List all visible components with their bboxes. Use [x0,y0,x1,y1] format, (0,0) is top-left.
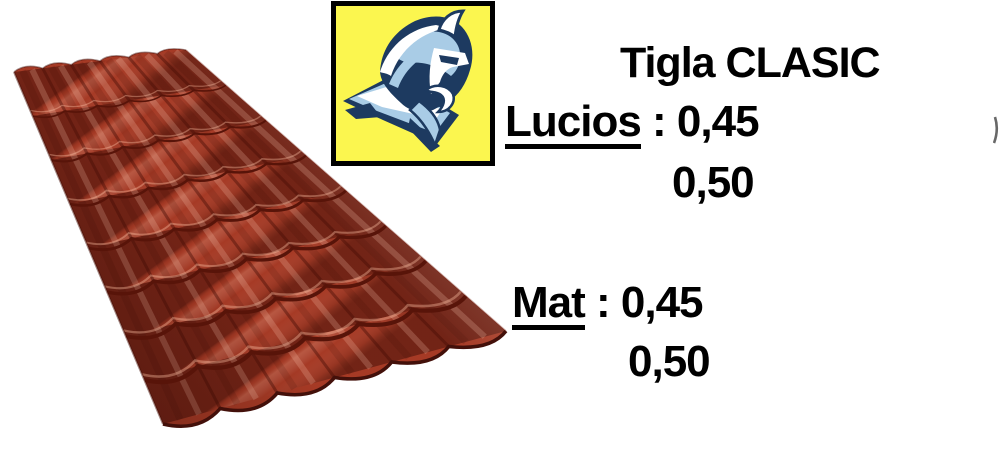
separator: : [584,278,621,327]
gloss-thickness-1: 0,45 [676,97,760,146]
matte-spec-line: Mat : 0,45 [512,278,704,330]
separator: : [640,97,677,146]
matte-finish-label: Mat [512,281,586,330]
matte-thickness-1: 0,45 [620,278,704,327]
viking-head-icon [343,9,473,152]
brand-logo [331,1,495,166]
gloss-thickness-2: 0,50 [672,158,755,207]
gloss-spec-line: Lucios : 0,45 [505,97,760,149]
edge-artifact-mark [992,116,1000,144]
roof-tile-photo [13,48,508,428]
product-title: Tigla CLASIC [620,39,881,87]
gloss-finish-label: Lucios [505,100,642,149]
matte-thickness-2: 0,50 [628,337,711,386]
